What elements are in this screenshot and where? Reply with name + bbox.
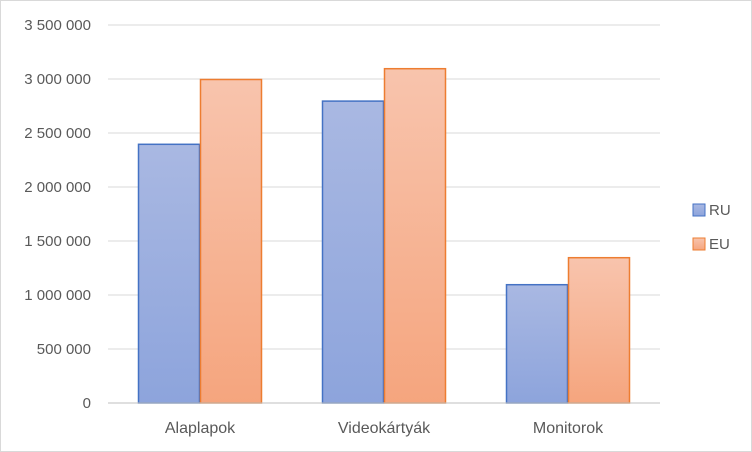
legend-label-ru: RU xyxy=(709,202,731,219)
y-tick-label: 0 xyxy=(83,395,91,412)
y-axis-tick-labels: 0 500 000 1 000 000 1 500 000 2 000 000 2 500… xyxy=(24,17,91,412)
y-tick-label: 1 500 000 xyxy=(24,233,91,250)
x-category-label: Videokártyák xyxy=(338,420,431,437)
y-tick-label: 1 000 000 xyxy=(24,287,91,304)
x-category-label: Alaplapok xyxy=(165,420,236,437)
y-tick-label: 3 500 000 xyxy=(24,17,91,34)
y-tick-label: 500 000 xyxy=(37,341,91,358)
bar-eu-0 xyxy=(199,78,263,404)
bar-ru-1 xyxy=(321,100,385,404)
bars xyxy=(137,67,631,404)
bar-ru-0 xyxy=(137,143,201,404)
y-tick-label: 2 500 000 xyxy=(24,125,91,142)
y-tick-label: 3 000 000 xyxy=(24,71,91,88)
legend-swatch-eu xyxy=(692,237,706,251)
bar-ru-2 xyxy=(505,283,569,404)
bar-eu-1 xyxy=(383,67,447,404)
x-category-label: Monitorok xyxy=(533,420,604,437)
legend-label-eu: EU xyxy=(709,236,730,253)
bar-eu-2 xyxy=(567,256,631,404)
legend-swatch-ru xyxy=(692,203,706,217)
y-tick-label: 2 000 000 xyxy=(24,179,91,196)
x-axis-category-labels: Alaplapok Videokártyák Monitorok xyxy=(165,420,604,437)
legend: RU EU xyxy=(692,202,731,253)
